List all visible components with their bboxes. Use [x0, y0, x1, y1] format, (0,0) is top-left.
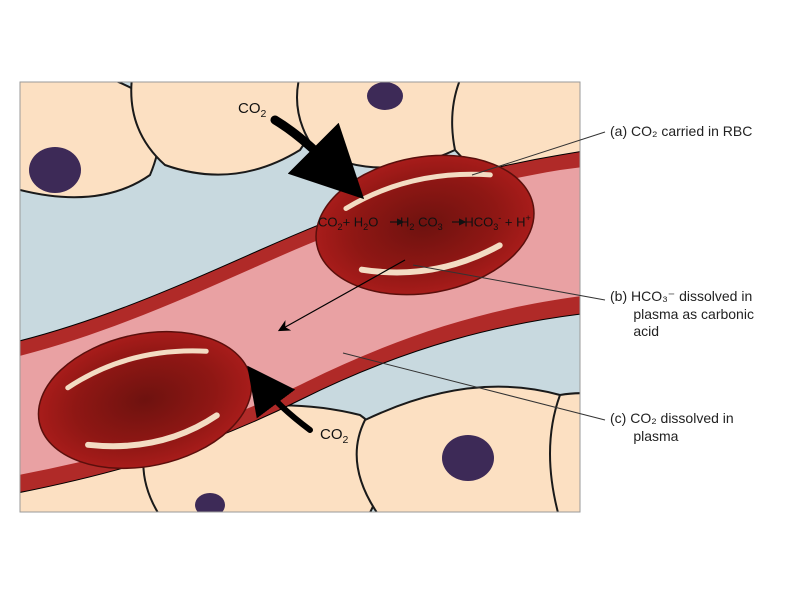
- annotation-c: (c) CO₂ dissolved in plasma: [610, 410, 734, 445]
- co2-label-bottom: CO2: [320, 426, 348, 446]
- diagram-content: [0, 59, 640, 548]
- reaction-formula: CO2+ H2O H2 CO3 HCO3- + H+: [318, 213, 531, 232]
- annotation-b: (b) HCO₃⁻ dissolved in plasma as carboni…: [610, 288, 754, 341]
- diagram-stage: CO2 CO2 CO2+ H2O H2 CO3 HCO3- + H+ (a) C…: [0, 0, 800, 600]
- co2-label-top: CO2: [238, 100, 266, 120]
- annotation-a: (a) CO₂ carried in RBC: [610, 123, 752, 141]
